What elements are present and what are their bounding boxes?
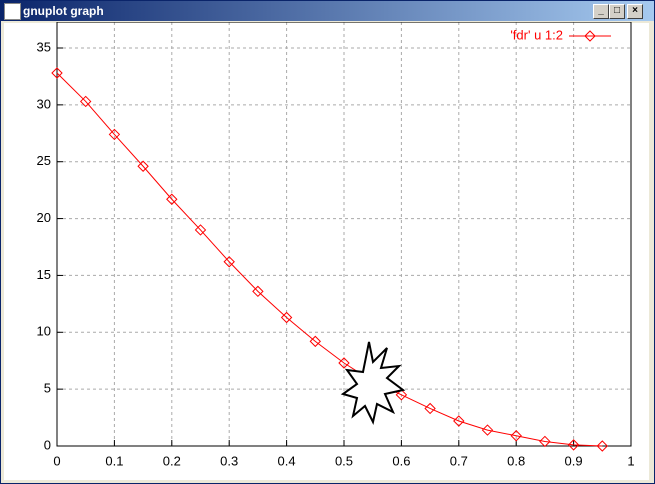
x-tick-label: 0.2	[163, 453, 181, 468]
x-tick-label: 0.3	[220, 453, 238, 468]
y-tick-label: 10	[37, 324, 51, 339]
x-tick-label: 0.4	[278, 453, 296, 468]
x-tick-label: 1	[627, 453, 634, 468]
x-tick-label: 0.1	[105, 453, 123, 468]
y-tick-label: 20	[37, 210, 51, 225]
y-tick-label: 0	[44, 437, 51, 452]
window-title: gnuplot graph	[23, 4, 104, 18]
x-tick-label: 0	[53, 453, 60, 468]
app-icon	[4, 3, 21, 20]
x-tick-label: 0.7	[450, 453, 468, 468]
x-tick-label: 0.6	[392, 453, 410, 468]
x-tick-label: 0.5	[335, 453, 353, 468]
y-tick-label: 25	[37, 153, 51, 168]
legend-label: 'fdr' u 1:2	[510, 27, 563, 42]
window: gnuplot graph _ □ × 0 5 10 15 20 25 30 35 0 0.1 0.…	[0, 0, 655, 484]
title-bar: gnuplot graph _ □ ×	[1, 1, 654, 21]
maximize-button[interactable]: □	[609, 4, 625, 19]
x-tick-label: 0.8	[507, 453, 525, 468]
minimize-button[interactable]: _	[593, 4, 609, 19]
chart: 0 5 10 15 20 25 30 35 0 0.1 0.2 0.3 0.4 0.5 0.6 0.7 0.8 0…	[1, 22, 654, 483]
y-tick-label: 30	[37, 96, 51, 111]
plot-background	[4, 23, 649, 480]
close-button[interactable]: ×	[627, 4, 643, 19]
y-tick-label: 15	[37, 267, 51, 282]
x-tick-label: 0.9	[565, 453, 583, 468]
y-tick-label: 5	[44, 381, 51, 396]
y-tick-label: 35	[37, 39, 51, 54]
